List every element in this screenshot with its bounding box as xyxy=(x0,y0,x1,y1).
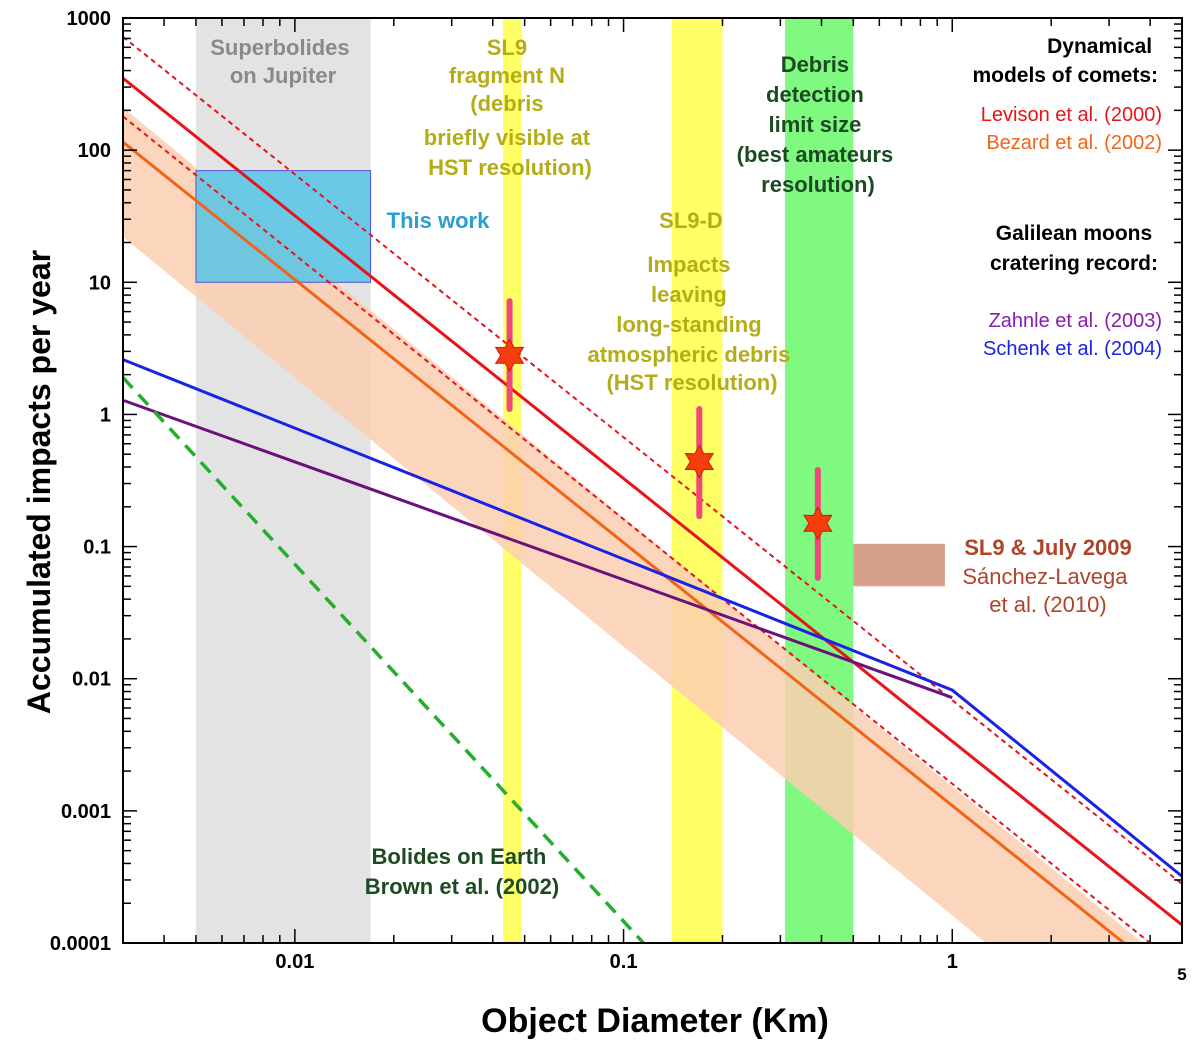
series-bezard-et-al-2002 xyxy=(123,140,1125,943)
y-tick-label: 0.1 xyxy=(83,537,111,559)
sl9-d-label: SL9-D Impacts leaving long-standing atmo… xyxy=(587,208,796,395)
points-layer xyxy=(494,298,833,581)
uncertainty-layer xyxy=(123,107,1143,943)
series-bezard-et-al-2002-dotted xyxy=(123,115,1151,943)
y-axis-label: Accumulated impacts per year xyxy=(21,250,57,714)
x-tick-label: 5 xyxy=(1177,965,1186,984)
y-tick-label: 100 xyxy=(78,140,111,162)
sanchez-lavega-label: Sánchez-Lavega et al. (2010) xyxy=(962,564,1133,617)
axes-frame xyxy=(122,17,1183,944)
legend-schenk: Schenk et al. (2004) xyxy=(983,338,1162,360)
series-zahnle-et-al-2003 xyxy=(123,398,953,699)
galilean-moons-title: Galilean moons cratering record: xyxy=(990,222,1158,275)
this-work-box xyxy=(195,170,372,283)
superbolides-label: Superbolides on Jupiter xyxy=(210,35,355,88)
x-tick-label: 0.01 xyxy=(275,951,314,973)
sl9-fragment-n-point-star xyxy=(494,338,525,373)
y-tick-label: 0.0001 xyxy=(50,933,111,955)
sl9-fragment-n-label: SL9 fragment N (debris briefly visible a… xyxy=(424,35,596,180)
bolides-earth-label: Bolides on Earth Brown et al. (2002) xyxy=(365,844,559,899)
y-tick-label: 0.01 xyxy=(72,669,111,691)
x-axis-label: Object Diameter (Km) xyxy=(481,1002,829,1040)
sl9-d-point-star xyxy=(684,444,715,479)
series-brown-et-al-2002 xyxy=(123,376,645,943)
series-layer xyxy=(123,36,1182,943)
sl9-july-2009-title: SL9 & July 2009 xyxy=(964,535,1132,560)
series-levison-et-al-2000 xyxy=(123,77,1182,927)
legend-bezard: Bezard et al. (2002) xyxy=(986,132,1162,154)
debris-limit-point-star xyxy=(803,506,833,541)
x-tick-label: 0.1 xyxy=(610,951,638,973)
sl9-july-2009-box xyxy=(853,543,945,587)
y-tick-label: 0.001 xyxy=(61,801,111,823)
dynamical-models-title: Dynamical models of comets: xyxy=(972,35,1158,87)
legend-zahnle: Zahnle et al. (2003) xyxy=(989,310,1162,332)
y-tick-label: 1 xyxy=(100,404,111,426)
bezard-uncertainty-band xyxy=(123,107,1143,943)
tick-labels: 0.01 0.1 1 5 1000 100 10 1 0.1 0.01 0.001 0.0001 xyxy=(50,8,1187,984)
x-tick-label: 1 xyxy=(947,951,958,973)
debris-detection-label: Debris detection limit size (best amateu… xyxy=(737,52,900,197)
boxes-layer xyxy=(195,170,945,587)
plot-border xyxy=(122,17,1183,944)
series-levison-et-al-2000-dotted xyxy=(123,36,1182,885)
series-schenk-et-al-2004 xyxy=(123,358,1182,878)
this-work-label: This work xyxy=(387,208,490,233)
y-tick-label: 10 xyxy=(89,272,111,294)
legend-levison: Levison et al. (2000) xyxy=(981,104,1162,126)
y-tick-label: 1000 xyxy=(67,8,112,30)
